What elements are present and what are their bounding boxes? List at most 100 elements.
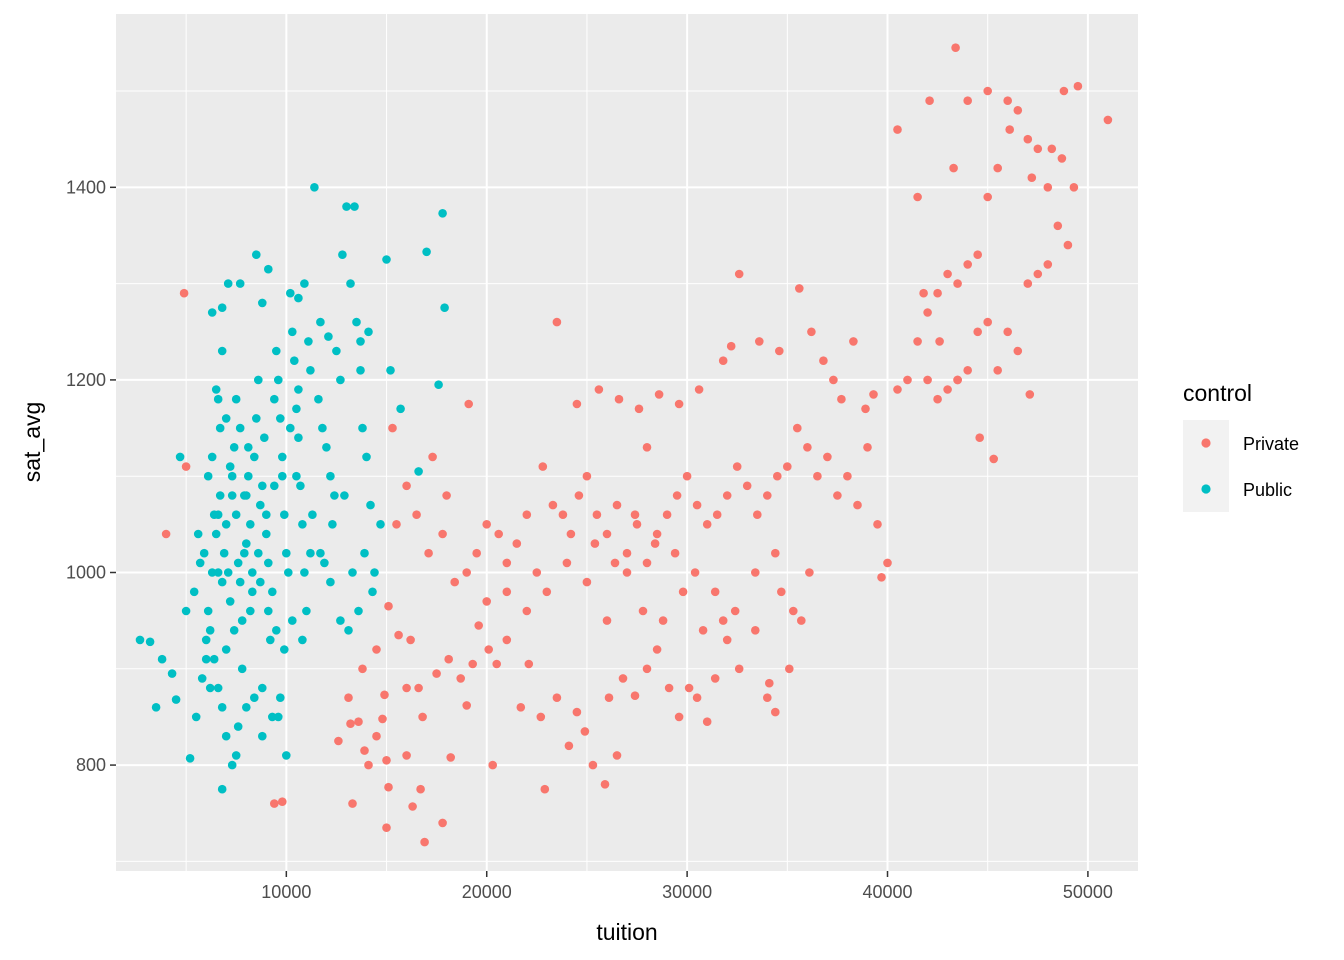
point-public	[294, 433, 303, 443]
point-private	[642, 664, 652, 674]
point-public	[235, 577, 245, 587]
point-private	[973, 250, 982, 259]
point-public	[324, 332, 333, 341]
point-public	[235, 423, 245, 433]
point-public	[338, 250, 347, 259]
legend-label-public: Public	[1243, 480, 1292, 500]
point-private	[372, 645, 381, 654]
point-private	[1013, 346, 1023, 356]
point-private	[869, 390, 878, 399]
point-public	[258, 298, 267, 308]
point-public	[344, 626, 353, 635]
point-private	[823, 452, 832, 462]
point-private	[588, 760, 598, 770]
point-private	[562, 558, 572, 568]
point-private	[893, 125, 902, 134]
point-private	[402, 481, 411, 491]
point-private	[935, 337, 944, 346]
point-public	[290, 356, 299, 366]
point-private	[378, 714, 387, 724]
point-private	[516, 703, 526, 712]
point-private	[734, 269, 744, 279]
point-private	[1103, 115, 1113, 125]
point-private	[943, 269, 952, 279]
point-private	[674, 399, 684, 409]
point-public	[336, 616, 345, 625]
point-public	[231, 394, 241, 404]
point-public	[233, 722, 243, 731]
point-private	[420, 837, 429, 847]
point-private	[590, 539, 600, 548]
point-private	[763, 693, 772, 702]
point-public	[306, 548, 315, 558]
point-public	[286, 288, 295, 298]
point-public	[242, 491, 251, 500]
point-public	[205, 626, 215, 635]
point-public	[221, 520, 231, 529]
point-public	[314, 394, 323, 404]
point-public	[348, 568, 357, 577]
point-private	[951, 43, 960, 52]
point-private	[672, 491, 682, 500]
point-public	[282, 751, 291, 760]
point-private	[813, 471, 822, 481]
point-private	[1059, 86, 1069, 96]
point-private	[502, 635, 512, 645]
point-private	[582, 471, 592, 481]
point-private	[712, 510, 722, 519]
point-private	[775, 346, 784, 356]
point-public	[316, 317, 325, 327]
point-public	[288, 327, 297, 337]
point-private	[983, 192, 992, 202]
point-public	[237, 664, 247, 674]
point-public	[258, 481, 267, 491]
point-private	[604, 693, 614, 702]
point-public	[396, 404, 405, 414]
point-private	[861, 404, 870, 414]
point-public	[266, 635, 275, 645]
point-private	[983, 86, 992, 96]
point-private	[548, 500, 558, 510]
point-private	[732, 462, 742, 471]
point-private	[416, 784, 425, 794]
legend: control Private Public	[1183, 380, 1299, 512]
point-public	[219, 548, 229, 558]
point-private	[664, 683, 674, 693]
point-public	[251, 250, 261, 259]
point-private	[923, 308, 932, 317]
point-private	[572, 707, 582, 717]
point-private	[755, 337, 764, 346]
point-public	[264, 558, 273, 568]
point-private	[1069, 183, 1079, 192]
point-public	[294, 293, 303, 303]
point-public	[274, 375, 283, 385]
point-private	[408, 802, 417, 811]
point-public	[294, 385, 303, 394]
point-private	[566, 529, 576, 539]
point-private	[765, 678, 774, 688]
point-private	[702, 717, 712, 726]
point-private	[348, 799, 357, 808]
point-public	[272, 346, 281, 356]
point-private	[618, 674, 628, 683]
point-private	[482, 597, 492, 606]
point-private	[468, 659, 478, 669]
point-public	[258, 731, 267, 741]
point-public	[270, 394, 279, 404]
point-private	[953, 279, 962, 288]
point-private	[382, 756, 391, 765]
point-public	[422, 247, 431, 257]
point-public	[316, 548, 325, 558]
point-public	[274, 712, 283, 722]
point-private	[358, 664, 367, 674]
point-public	[286, 423, 295, 433]
point-private	[346, 719, 355, 728]
point-public	[326, 577, 335, 587]
point-private	[751, 568, 760, 577]
point-private	[1033, 269, 1043, 279]
point-public	[332, 346, 341, 356]
point-public	[223, 279, 233, 288]
point-private	[532, 568, 542, 577]
point-private	[674, 712, 684, 722]
point-private	[502, 587, 512, 597]
